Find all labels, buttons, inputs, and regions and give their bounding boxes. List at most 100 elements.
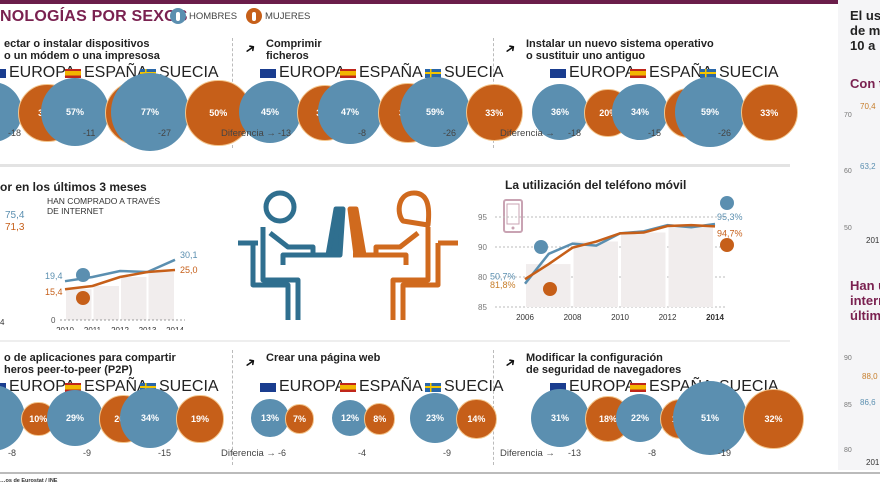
chart-title: HAN COMPRADO A TRAVÉS bbox=[47, 196, 160, 206]
right-men-value: 63,2 bbox=[860, 162, 876, 171]
panel-title: Modificar la configuración de seguridad d… bbox=[526, 352, 681, 376]
data-label: 30,1 bbox=[180, 250, 198, 260]
data-label: 19,4 bbox=[45, 271, 63, 281]
data-label: 50,7% bbox=[490, 272, 516, 282]
difference-value: -15 bbox=[158, 448, 172, 458]
data-label: 15,4 bbox=[45, 287, 63, 297]
right-women-value: 88,0 bbox=[862, 372, 878, 381]
man-icon bbox=[76, 268, 90, 282]
man-icon bbox=[170, 8, 186, 24]
difference-value: -8 bbox=[648, 448, 657, 458]
panel-title: ectar o instalar dispositivos o un módem … bbox=[4, 38, 160, 62]
region-label-españa: ESPAÑA bbox=[340, 378, 423, 396]
panel-title-line: Modificar la configuración bbox=[526, 352, 663, 364]
men-bubble: 45% bbox=[238, 80, 302, 144]
panel-title-line: o un módem o una impresosa bbox=[4, 50, 160, 62]
difference-value: -18 bbox=[8, 128, 22, 138]
cursor-arrow-icon: ➜ bbox=[501, 39, 519, 58]
right-tick: 80 bbox=[844, 447, 852, 454]
difference-value: -15 bbox=[648, 128, 662, 138]
men-bubble: 29% bbox=[46, 389, 103, 446]
background-column bbox=[668, 225, 713, 307]
data-label: 95,3% bbox=[717, 212, 743, 222]
region-name: ESPAÑA bbox=[649, 64, 713, 81]
panel-title: Comprimir ficheros bbox=[266, 38, 322, 62]
x-tick-label: 2014 bbox=[706, 313, 724, 322]
flag-icon bbox=[260, 382, 276, 392]
region-label-europa: EUROPA bbox=[0, 64, 75, 82]
background-column bbox=[621, 232, 666, 307]
section-title-internet: or en los últimos 3 meses bbox=[0, 180, 147, 194]
panel-title-line: ficheros bbox=[266, 50, 309, 62]
panel-title-line: o de aplicaciones para compartir bbox=[4, 352, 176, 364]
difference-value: -8 bbox=[8, 448, 17, 458]
difference-value: -11 bbox=[83, 128, 96, 138]
man-at-computer-icon bbox=[238, 190, 346, 320]
women-bubble: 19% bbox=[176, 395, 224, 443]
women-bubble: 14% bbox=[455, 398, 497, 440]
region-label-suecia: SUECIA bbox=[425, 378, 504, 396]
region-label-europa: EUROPA bbox=[550, 64, 635, 82]
men-bubble: 23% bbox=[410, 393, 460, 443]
flag-icon bbox=[700, 68, 716, 78]
region-name: EUROPA bbox=[9, 64, 76, 81]
right-tick: 60 bbox=[844, 168, 852, 175]
women-bubble: 8% bbox=[364, 403, 396, 435]
difference-value: -8 bbox=[358, 128, 367, 138]
right-tick: 70 bbox=[844, 112, 852, 119]
woman-icon bbox=[76, 291, 90, 305]
region-label-europa: EUROPA bbox=[550, 378, 635, 396]
region-label-suecia: SUECIA bbox=[140, 378, 219, 396]
legend-women-label: MUJERES bbox=[265, 10, 311, 22]
woman-icon bbox=[720, 238, 734, 252]
y-tick-label: 90 bbox=[478, 243, 487, 252]
x-tick-label: 2006 bbox=[516, 313, 534, 322]
right-men-value: 86,6 bbox=[860, 398, 876, 407]
panel-title-line: Instalar un nuevo sistema operativo bbox=[526, 38, 714, 50]
x-tick-label: 2013 bbox=[139, 326, 157, 330]
right-women-value: 70,4 bbox=[860, 102, 876, 111]
difference-value: -13 bbox=[568, 448, 582, 458]
man-icon bbox=[534, 240, 548, 254]
region-name: SUECIA bbox=[159, 64, 219, 81]
background-column bbox=[573, 241, 618, 307]
woman-at-computer-icon bbox=[347, 190, 458, 320]
women-bubble: 7% bbox=[284, 404, 315, 434]
right-tick: 90 bbox=[844, 355, 852, 362]
mobile-phone-icon bbox=[503, 199, 523, 233]
region-name: SUECIA bbox=[444, 378, 504, 395]
region-label-españa: ESPAÑA bbox=[340, 64, 423, 82]
legend-women: MUJERES bbox=[246, 8, 310, 24]
flag-icon bbox=[340, 382, 356, 392]
men-bubble: 51% bbox=[672, 380, 748, 456]
top-accent-bar bbox=[0, 0, 880, 4]
men-bubble: 31% bbox=[531, 389, 589, 447]
difference-value: -9 bbox=[83, 448, 92, 458]
flag-icon bbox=[425, 68, 441, 78]
x-tick-label: 2012 bbox=[111, 326, 129, 330]
y-tick-label: 95 bbox=[478, 213, 487, 222]
men-bubble: 13% bbox=[251, 399, 289, 437]
panel-title-line: ectar o instalar dispositivos bbox=[4, 38, 150, 50]
flag-icon bbox=[340, 68, 356, 78]
region-label-suecia: SUECIA bbox=[425, 64, 504, 82]
difference-value: -4 bbox=[358, 448, 367, 458]
men-bubble: 36% bbox=[531, 83, 589, 141]
left-men-value: 75,4 bbox=[5, 210, 25, 221]
chart-title: DE INTERNET bbox=[47, 206, 104, 216]
right-title-line: de m bbox=[850, 23, 880, 38]
women-bubble: 50% bbox=[184, 79, 252, 147]
x-tick-label: 2011 bbox=[84, 326, 102, 330]
flag-icon bbox=[550, 68, 566, 78]
flag-icon bbox=[140, 68, 156, 78]
region-name: EUROPA bbox=[279, 378, 346, 395]
background-column bbox=[121, 277, 147, 320]
man-icon bbox=[720, 196, 734, 210]
difference-value: -26 bbox=[443, 128, 457, 138]
men-bubble: 59% bbox=[400, 77, 470, 147]
legend-men-label: HOMBRES bbox=[189, 10, 238, 22]
x-tick-label: 2008 bbox=[564, 313, 582, 322]
right-subtitle-2: Han u intern últim bbox=[850, 278, 880, 323]
region-label-suecia: SUECIA bbox=[140, 64, 219, 82]
right-subtitle-line: intern bbox=[850, 293, 880, 308]
